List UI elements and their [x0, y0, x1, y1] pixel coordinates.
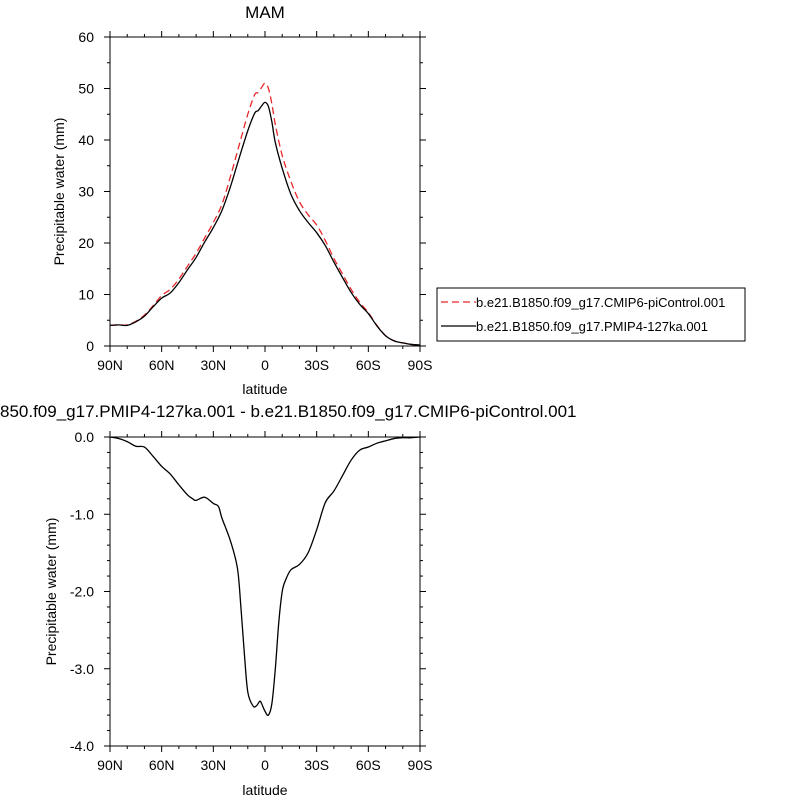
bottom-y-axis-label: Precipitable water (mm): [43, 518, 59, 666]
bottom-x-axis-label: latitude: [242, 782, 287, 798]
x-tick-label: 30S: [304, 357, 329, 373]
series-line-picontrol: [109, 82, 421, 346]
bottom-tick-marks: [104, 431, 426, 752]
x-tick-label: 60S: [356, 357, 381, 373]
y-tick-label: 10: [78, 287, 94, 303]
top-plot-frame: [109, 36, 421, 347]
top-tick-marks: [104, 31, 426, 352]
y-tick-label: 30: [78, 184, 94, 200]
y-tick-label: -2.0: [70, 584, 94, 600]
bottom-chart: 850.f09_g17.PMIP4-127ka.001 - b.e21.B185…: [0, 402, 577, 798]
bottom-chart-title: 850.f09_g17.PMIP4-127ka.001 - b.e21.B185…: [0, 402, 577, 421]
x-tick-label: 0: [261, 357, 269, 373]
x-tick-label: 60N: [149, 757, 175, 773]
bottom-y-tick-labels: 0.0 -1.0 -2.0 -3.0 -4.0: [70, 429, 94, 754]
y-tick-label: -3.0: [70, 661, 94, 677]
series-line-pmip4: [109, 101, 421, 346]
legend-box: [436, 287, 746, 342]
bottom-series-lines: [109, 436, 421, 717]
y-tick-label: 0.0: [75, 429, 95, 445]
x-tick-label: 90S: [408, 357, 433, 373]
x-tick-label: 60S: [356, 757, 381, 773]
top-chart: MAM 90N 60N 30N 0 30S 60S 90S 0 10 20 30 40 50 60 la…: [51, 3, 432, 397]
y-tick-label: 50: [78, 81, 94, 97]
y-tick-label: 0: [86, 338, 94, 354]
y-tick-label: 20: [78, 235, 94, 251]
y-tick-label: 40: [78, 132, 94, 148]
top-series-lines: [109, 82, 421, 346]
y-tick-label: 60: [78, 29, 94, 45]
y-tick-label: -4.0: [70, 738, 94, 754]
legend: b.e21.B1850.f09_g17.CMIP6-piControl.001 …: [436, 287, 746, 342]
top-chart-title: MAM: [245, 3, 285, 22]
legend-label-picontrol: b.e21.B1850.f09_g17.CMIP6-piControl.001: [476, 295, 725, 310]
x-tick-label: 60N: [149, 357, 175, 373]
y-tick-label: -1.0: [70, 506, 94, 522]
top-y-axis-label: Precipitable water (mm): [51, 118, 67, 266]
top-x-axis-label: latitude: [242, 381, 287, 397]
top-x-tick-labels: 90N 60N 30N 0 30S 60S 90S: [97, 357, 432, 373]
x-tick-label: 90S: [408, 757, 433, 773]
bottom-plot-frame: [109, 436, 421, 747]
x-tick-label: 30N: [200, 757, 226, 773]
x-tick-label: 30S: [304, 757, 329, 773]
x-tick-label: 30N: [200, 357, 226, 373]
x-tick-label: 0: [261, 757, 269, 773]
top-y-tick-labels: 0 10 20 30 40 50 60: [78, 29, 94, 354]
x-tick-label: 90N: [97, 357, 123, 373]
bottom-x-tick-labels: 90N 60N 30N 0 30S 60S 90S: [97, 757, 432, 773]
series-line-difference: [109, 436, 421, 717]
x-tick-label: 90N: [97, 757, 123, 773]
legend-label-pmip4: b.e21.B1850.f09_g17.PMIP4-127ka.001: [476, 319, 708, 334]
